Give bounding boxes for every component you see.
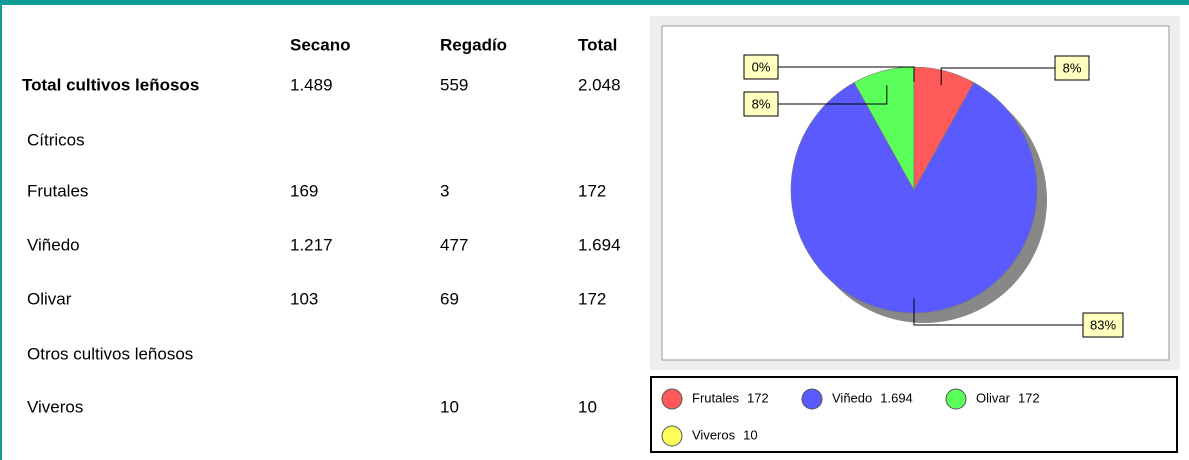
callout-box — [743, 91, 779, 117]
legend-label: Viveros — [692, 427, 736, 442]
cell: 103 — [290, 289, 318, 308]
legend-label: Frutales — [692, 390, 739, 405]
left-border — [0, 0, 2, 460]
cell: 2.048 — [578, 75, 621, 94]
row-label: Total cultivos leñosos — [22, 75, 199, 94]
leader-line — [778, 85, 888, 105]
cell: 69 — [440, 289, 459, 308]
cell: 1.217 — [290, 235, 333, 254]
cell: 1.489 — [290, 75, 333, 94]
row-label: Viñedo — [27, 235, 80, 254]
cell: 172 — [578, 289, 606, 308]
cell: 1.694 — [578, 235, 621, 254]
cell: 10 — [578, 397, 597, 416]
callout-label: 83% — [1090, 317, 1116, 332]
cell: 172 — [578, 181, 606, 200]
callout-box — [743, 54, 779, 80]
row-label: Otros cultivos leñosos — [27, 344, 193, 363]
leader-line — [778, 66, 915, 82]
cell: 169 — [290, 181, 318, 200]
callout-box — [1054, 55, 1090, 81]
column-header: Regadío — [440, 35, 507, 54]
top-border — [0, 0, 1189, 5]
legend-value: 1.694 — [880, 390, 913, 405]
legend-value: 172 — [747, 390, 769, 405]
cell: 477 — [440, 235, 468, 254]
cell: 10 — [440, 397, 459, 416]
leader-line — [940, 67, 1055, 86]
row-label: Olivar — [27, 289, 72, 308]
legend-value: 172 — [1018, 390, 1040, 405]
cell: 3 — [440, 181, 449, 200]
row-label: Frutales — [27, 181, 88, 200]
legend-swatch — [945, 388, 967, 410]
callout-label: 0% — [752, 59, 771, 74]
legend-swatch — [661, 425, 683, 447]
row-label: Viveros — [27, 397, 83, 416]
column-header: Total — [578, 35, 617, 54]
legend-label: Olivar — [976, 390, 1011, 405]
legend-swatch — [661, 388, 683, 410]
callout-label: 8% — [752, 96, 771, 111]
legend-label: Viñedo — [832, 390, 872, 405]
legend-swatch — [801, 388, 823, 410]
leader-line — [913, 298, 1083, 326]
cell: 559 — [440, 75, 468, 94]
row-label: Cítricos — [27, 130, 85, 149]
callout-label: 8% — [1063, 60, 1082, 75]
legend-box — [650, 376, 1178, 453]
column-header: Secano — [290, 35, 350, 54]
legend-value: 10 — [743, 427, 757, 442]
callout-box — [1082, 312, 1124, 338]
